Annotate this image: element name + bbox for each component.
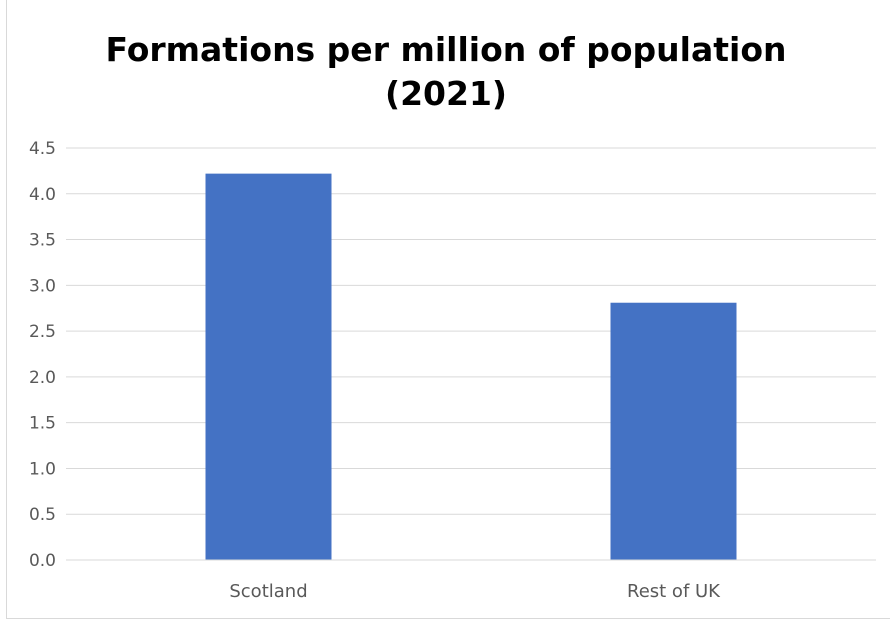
y-tick-label: 1.5 [29, 414, 56, 434]
y-tick-label: 2.5 [29, 322, 56, 342]
bars [205, 173, 737, 560]
bar [205, 173, 332, 560]
y-tick-label: 0.0 [29, 551, 56, 571]
x-axis-category-labels: Scotland Rest of UK [229, 581, 721, 602]
y-tick-label: 4.5 [29, 139, 56, 159]
chart-title-line-2: (2021) [384, 74, 507, 113]
y-tick-label: 2.0 [29, 368, 56, 388]
x-category-label: Rest of UK [627, 581, 721, 602]
y-tick-label: 1.0 [29, 459, 56, 479]
chart-area [6, 0, 890, 619]
y-tick-label: 0.5 [29, 505, 56, 525]
y-tick-label: 3.0 [29, 276, 56, 296]
x-category-label: Scotland [229, 581, 307, 602]
gridlines [66, 147, 876, 515]
chart-title: Formations per million of population (20… [0, 28, 892, 116]
y-tick-label: 3.5 [29, 231, 56, 251]
y-axis-tick-labels: 0.0 0.5 1.0 1.5 2.0 2.5 3.0 3.5 4.0 4.5 [29, 139, 56, 571]
y-tick-label: 4.0 [29, 185, 56, 205]
bar [610, 302, 737, 560]
chart-title-line-1: Formations per million of population [105, 30, 787, 69]
